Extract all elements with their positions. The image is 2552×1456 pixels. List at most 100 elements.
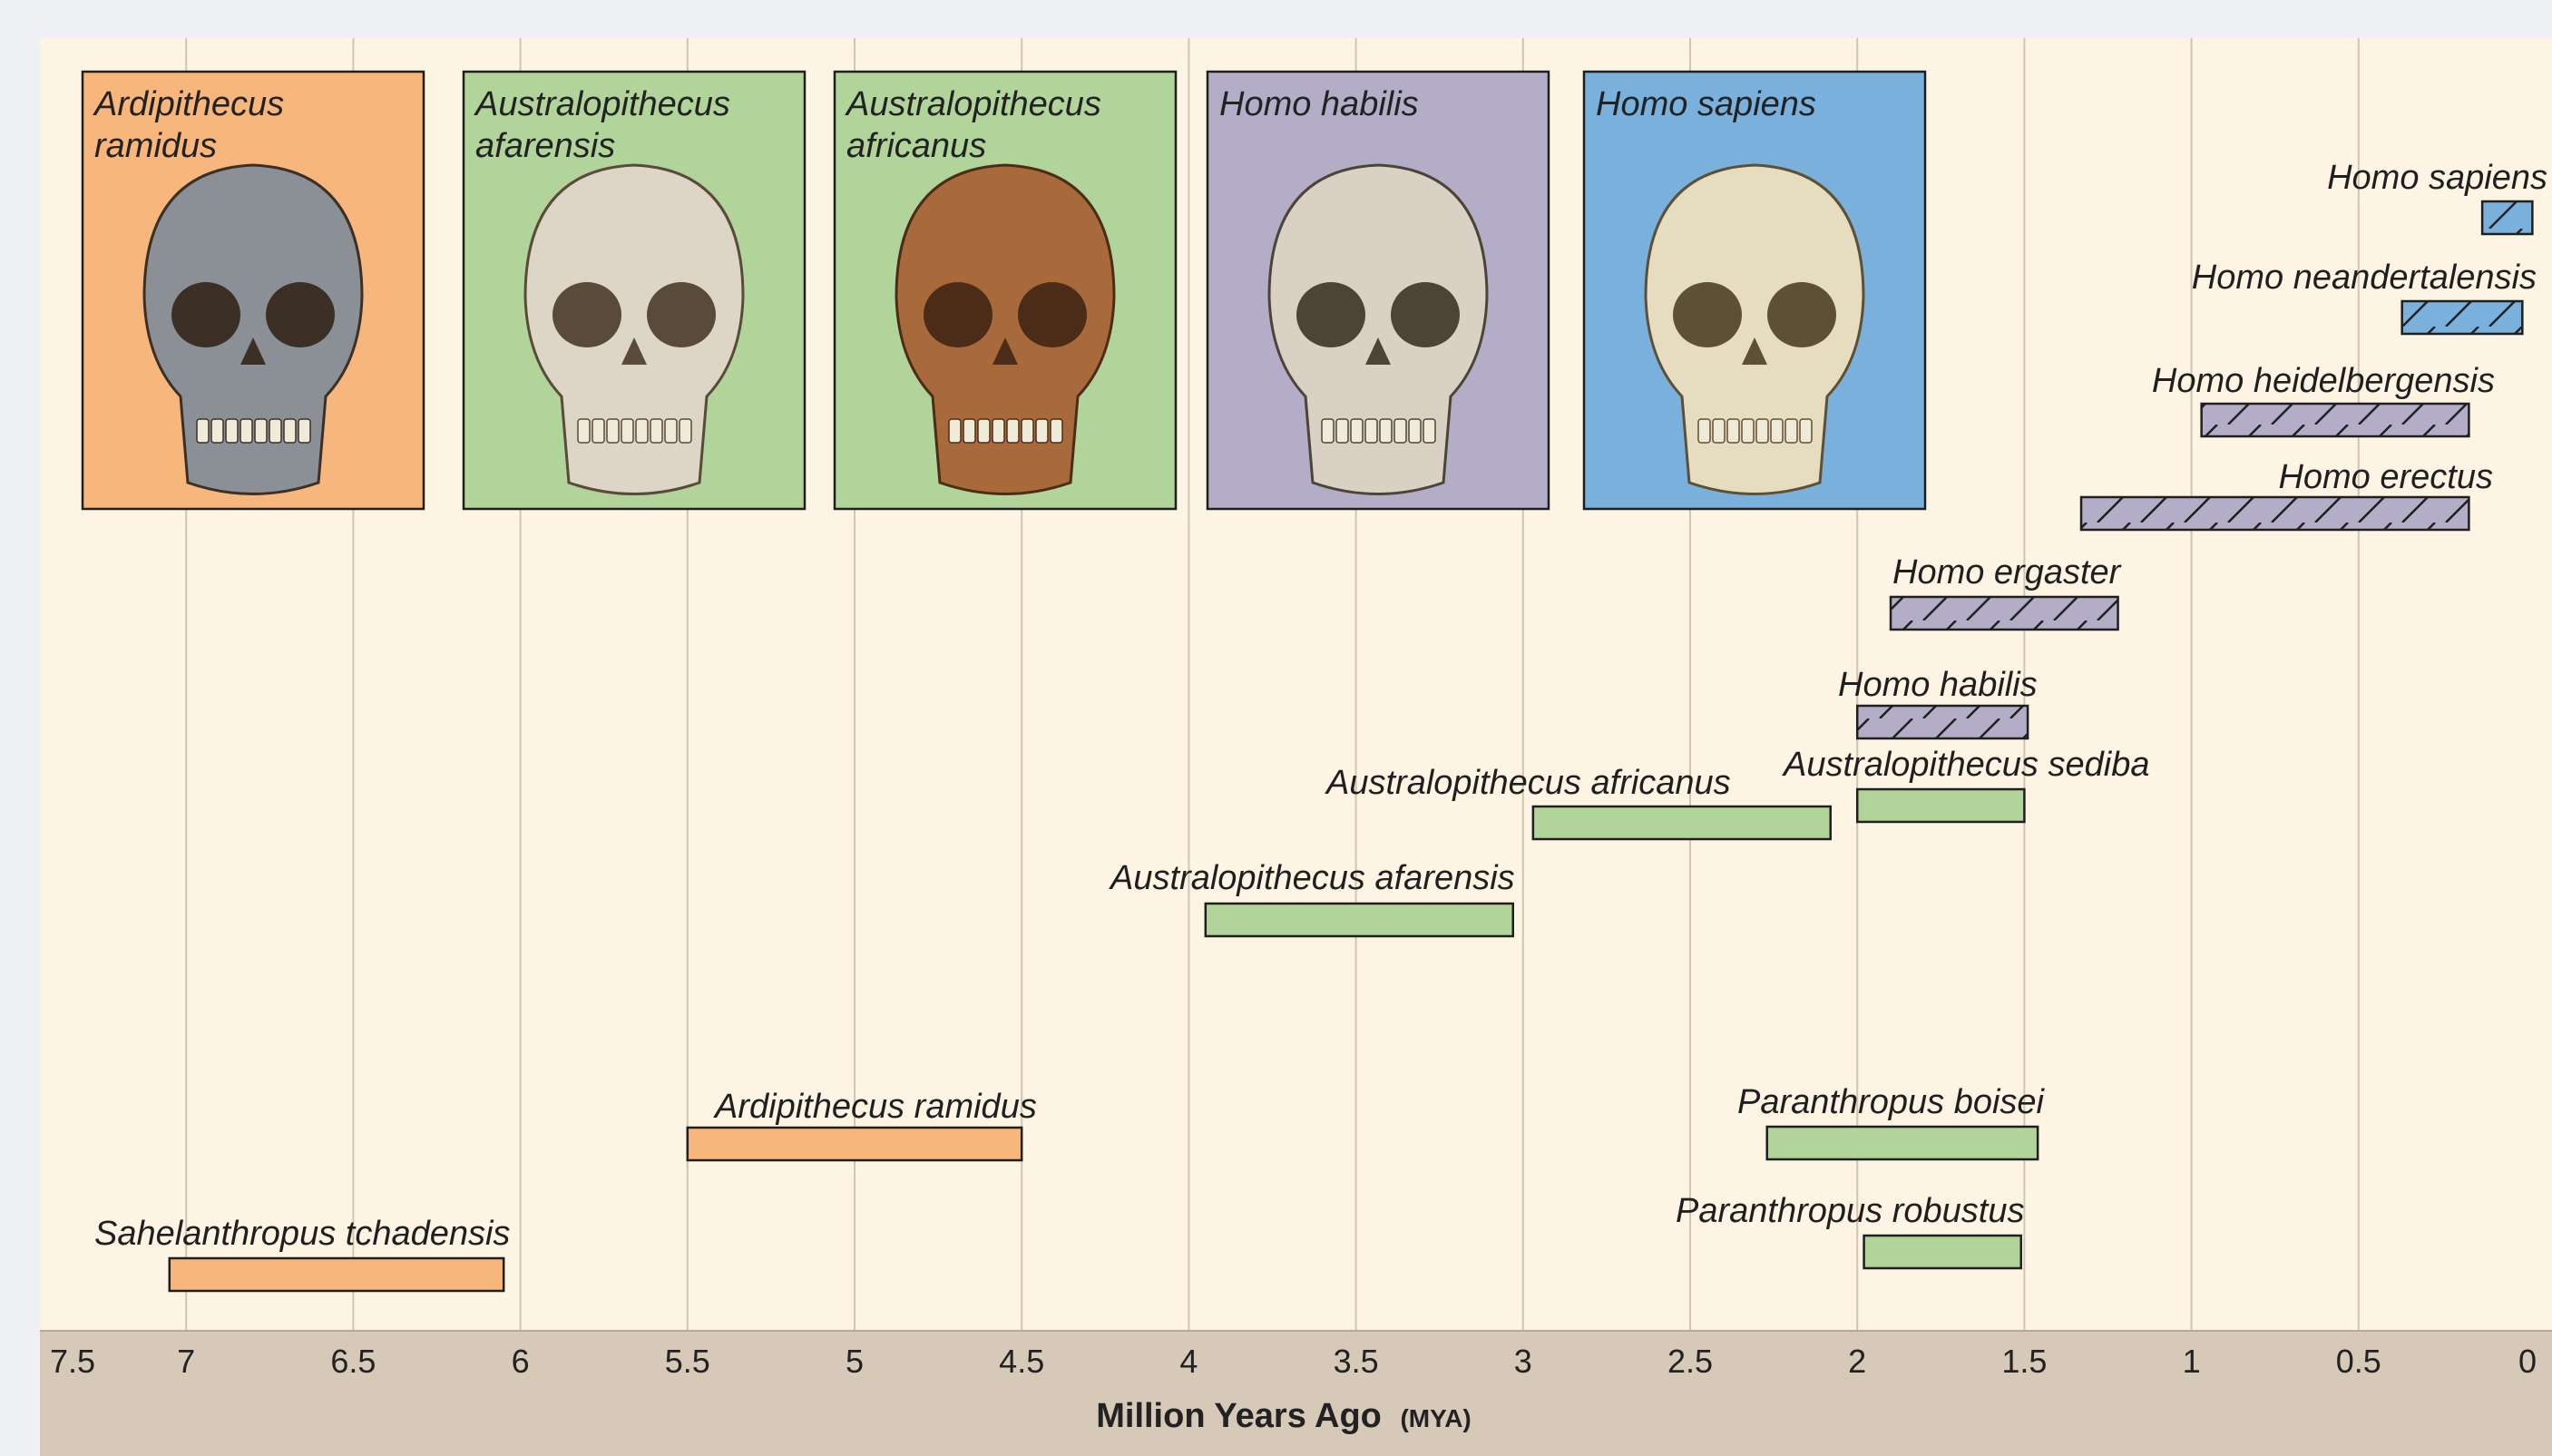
tooth <box>1712 418 1726 444</box>
cranium-shape <box>523 163 745 495</box>
tooth <box>592 418 605 444</box>
skull-ardipithecus-ramidus-icon <box>142 163 364 495</box>
x-axis-title-unit: (MYA) <box>1400 1404 1471 1432</box>
tooth <box>196 418 210 444</box>
skull-card-title: ramidus <box>94 127 217 165</box>
x-axis-ticks: 7.5 7 6.5 6 5.5 5 4.5 4 3.5 3 2.5 2 1.5 1 0.5 0 <box>50 1343 2537 1380</box>
skull-australopithecus-afarensis-icon <box>523 163 745 495</box>
tooth <box>963 418 976 444</box>
tooth <box>1050 418 1063 444</box>
tooth <box>606 418 620 444</box>
range-label-homo-habilis: Homo habilis <box>1838 666 2038 704</box>
skull-cards: Ardipithecus ramidus Australopithecus afare… <box>81 70 1927 511</box>
x-axis-band <box>40 1330 2552 1456</box>
tooth <box>650 418 663 444</box>
range-bar-homo-heidelbergensis <box>2200 402 2470 438</box>
range-label-australopithecus-sediba: Australopithecus sediba <box>1782 746 2149 784</box>
range-label-homo-ergaster: Homo ergaster <box>1892 553 2122 591</box>
skull-australopithecus-africanus-icon <box>895 163 1116 495</box>
nasal-cavity <box>621 337 647 365</box>
eye-socket <box>924 282 992 347</box>
x-tick-label: 6 <box>512 1343 530 1380</box>
tooth <box>240 418 253 444</box>
skull-card: Homo sapiens <box>1582 70 1927 511</box>
cranium-shape <box>1267 163 1489 495</box>
range-label-ardipithecus-ramidus: Ardipithecus ramidus <box>713 1088 1037 1126</box>
range-bar-australopithecus-africanus <box>1531 805 1832 841</box>
x-tick-label: 2.5 <box>1667 1343 1713 1380</box>
range-bar-homo-erectus <box>2079 495 2470 532</box>
skull-card: Ardipithecus ramidus <box>81 70 425 511</box>
skull-card-title: Homo sapiens <box>1596 85 1816 123</box>
tooth <box>1741 418 1755 444</box>
x-tick-label: 7 <box>177 1343 195 1380</box>
eye-socket <box>552 282 621 347</box>
eye-socket <box>266 282 335 347</box>
x-tick-label: 0.5 <box>2336 1343 2381 1380</box>
tooth <box>254 418 268 444</box>
x-tick-label: 6.5 <box>330 1343 376 1380</box>
range-bar-paranthropus-robustus <box>1863 1234 2022 1270</box>
tooth <box>1021 418 1034 444</box>
tooth <box>1006 418 1020 444</box>
eye-socket <box>1296 282 1365 347</box>
eye-socket <box>1018 282 1087 347</box>
species-labels: Sahelanthropus tchadensis Ardipithecus ra… <box>94 159 2547 1253</box>
tooth <box>1379 418 1393 444</box>
range-label-paranthropus-robustus: Paranthropus robustus <box>1676 1192 2024 1230</box>
range-label-homo-sapiens: Homo sapiens <box>2327 159 2547 197</box>
range-label-homo-heidelbergensis: Homo heidelbergensis <box>2152 362 2495 400</box>
nasal-cavity <box>240 337 266 365</box>
tooth <box>225 418 239 444</box>
x-axis-title-main: Million Years Ago <box>1096 1397 1382 1435</box>
nasal-cavity <box>1365 337 1391 365</box>
tooth <box>1321 418 1335 444</box>
nasal-cavity <box>992 337 1018 365</box>
tooth <box>621 418 634 444</box>
tooth <box>635 418 649 444</box>
x-tick-label: 1 <box>2183 1343 2201 1380</box>
tooth <box>664 418 678 444</box>
skull-card-title: Ardipithecus <box>93 85 284 123</box>
range-bar-homo-sapiens <box>2480 200 2534 236</box>
eye-socket <box>1767 282 1836 347</box>
tooth <box>977 418 991 444</box>
skull-card-title: Australopithecus <box>474 85 730 123</box>
range-bar-australopithecus-sediba <box>1855 787 2026 824</box>
tooth <box>1784 418 1798 444</box>
range-bar-homo-neandertalensis <box>2400 299 2524 336</box>
skull-card-title: afarensis <box>475 127 615 165</box>
tooth <box>679 418 692 444</box>
skull-card-title: Australopithecus <box>845 85 1101 123</box>
tooth <box>1755 418 1769 444</box>
skull-card-title: Homo habilis <box>1219 85 1419 123</box>
tooth <box>1799 418 1813 444</box>
range-bar-homo-ergaster <box>1889 595 2119 631</box>
tooth <box>269 418 282 444</box>
range-bar-ardipithecus-ramidus <box>686 1126 1023 1162</box>
cranium-shape <box>142 163 364 495</box>
skull-card: Australopithecus africanus <box>833 70 1178 511</box>
skull-homo-sapiens-icon <box>1644 163 1865 495</box>
tooth <box>1726 418 1740 444</box>
tooth <box>577 418 591 444</box>
eye-socket <box>1673 282 1742 347</box>
skull-card-title: africanus <box>846 127 986 165</box>
x-axis-title: Million Years Ago (MYA) <box>1096 1397 1472 1435</box>
tooth <box>1364 418 1378 444</box>
x-tick-label: 4.5 <box>999 1343 1044 1380</box>
x-tick-label: 2 <box>1848 1343 1866 1380</box>
range-bar-homo-habilis <box>1855 704 2029 740</box>
skull-card: Australopithecus afarensis <box>462 70 807 511</box>
range-label-sahelanthropus-tchadensis: Sahelanthropus tchadensis <box>94 1215 510 1253</box>
eye-socket <box>647 282 716 347</box>
eye-socket <box>1391 282 1460 347</box>
tooth <box>948 418 962 444</box>
tooth <box>1335 418 1349 444</box>
tooth <box>1697 418 1711 444</box>
range-bar-australopithecus-afarensis <box>1204 902 1514 938</box>
tooth <box>1770 418 1784 444</box>
tooth <box>1423 418 1436 444</box>
x-tick-label: 4 <box>1179 1343 1198 1380</box>
tooth <box>298 418 311 444</box>
